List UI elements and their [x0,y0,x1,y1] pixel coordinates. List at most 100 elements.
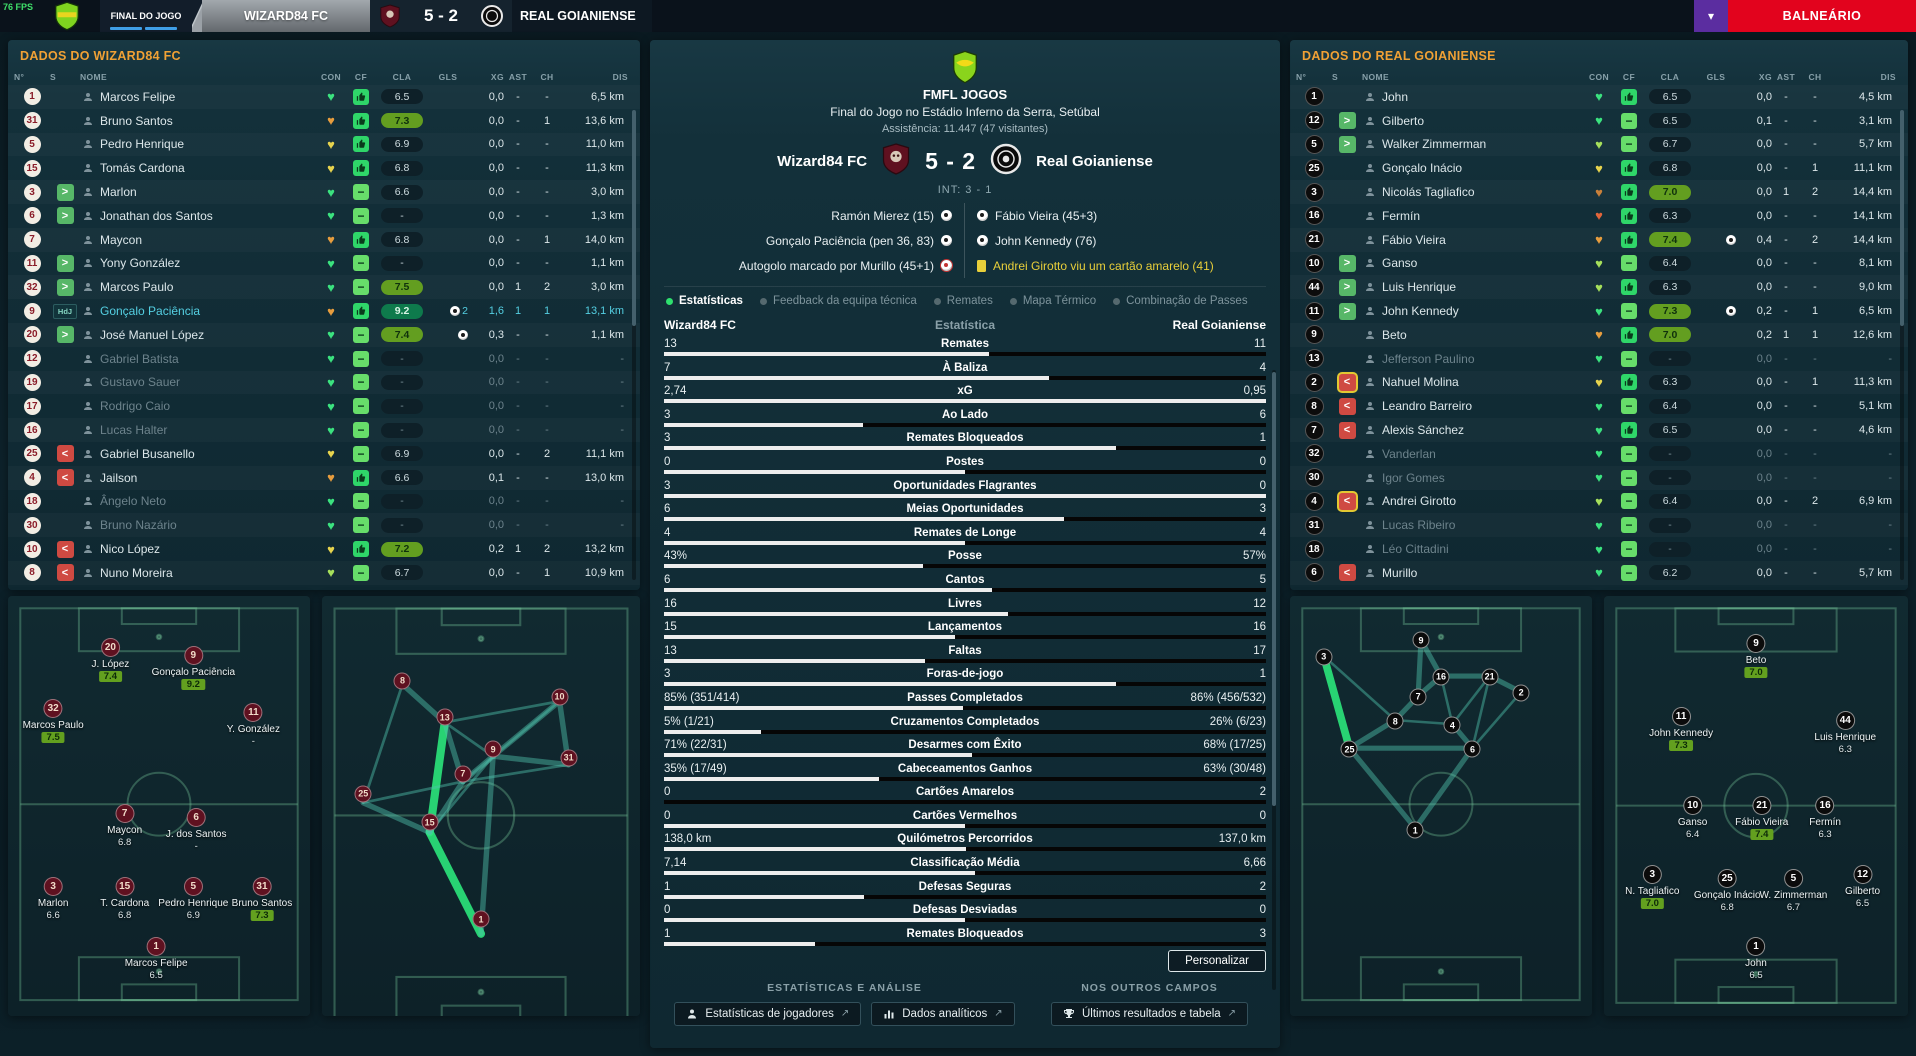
formation-player[interactable]: 11 John Kennedy 7.3 [1649,707,1713,752]
player-row[interactable]: 1 John ♥ 6.5 0,0- -4,5 km [1290,85,1908,109]
player-row[interactable]: 9 HdJ Gonçalo Paciência ♥ 9.2 2 1,6 1 1 13,1 km [8,299,640,323]
player-row[interactable]: 8 < Nuno Moreira ♥ −6.7 0,0- 1 10,9 km [8,561,640,585]
player-row[interactable]: 10 < Nico López ♥ 7.2 0,2 1 2 13,2 km [8,537,640,561]
network-player-node[interactable]: 9 [484,740,502,758]
player-row[interactable]: 5 > Walker Zimmerman ♥ −6.7 0,0- -5,7 km [1290,133,1908,157]
player-row[interactable]: 25 Gonçalo Inácio ♥ 6.8 0,0- 1 11,1 km [1290,156,1908,180]
player-row[interactable]: 31 Bruno Santos ♥ 7.3 0,0- 1 13,6 km [8,109,640,133]
away-team-name[interactable]: Real Goianiense [1036,153,1153,170]
network-player-node[interactable]: 8 [393,672,411,690]
player-row[interactable]: 31 Lucas Ribeiro ♥ − -0,0- - - [1290,513,1908,537]
network-player-node[interactable]: 9 [1412,631,1430,649]
player-row[interactable]: 10 > Ganso ♥ −6.4 0,0- -8,1 km [1290,252,1908,276]
player-row[interactable]: 18 Léo Cittadini ♥ − -0,0- - - [1290,537,1908,561]
tab-remates[interactable]: Remates [933,295,993,307]
formation-player[interactable]: 10 Ganso 6.4 [1678,795,1707,840]
tab-mapa-t-rmico[interactable]: Mapa Térmico [1009,295,1096,307]
network-player-node[interactable]: 21 [1481,668,1499,686]
formation-player[interactable]: 1 John 6.5 [1745,937,1767,981]
formation-player[interactable]: 9 Gonçalo Paciência 9.2 [152,646,235,691]
player-row[interactable]: 32 Vanderlan ♥ − -0,0- - - [1290,442,1908,466]
network-player-node[interactable]: 25 [1340,740,1358,758]
network-player-node[interactable]: 25 [354,785,372,803]
home-team-header[interactable]: WIZARD84 FC [202,0,370,32]
formation-player[interactable]: 44 Luis Henrique 6.3 [1814,711,1876,755]
formation-player[interactable]: 3 N. Tagliafico 7.0 [1625,864,1679,909]
scrollbar[interactable] [1272,370,1276,990]
player-row[interactable]: 6 < Murillo ♥ −6.2 0,0- -5,7 km [1290,561,1908,585]
player-row[interactable]: 2 < Nahuel Molina ♥ 6.3 0,0- 1 11,3 km [1290,371,1908,395]
player-row[interactable]: 3 Nicolás Tagliafico ♥ 7.0 0,0 1 2 14,4 km [1290,180,1908,204]
match-status-tab[interactable]: FINAL DO JOGO [100,0,192,32]
network-player-node[interactable]: 7 [454,765,472,783]
player-row[interactable]: 9 Beto ♥ 7.0 0,2 1 1 12,6 km [1290,323,1908,347]
player-row[interactable]: 12 > Gilberto ♥ −6.5 0,1- -3,1 km [1290,109,1908,133]
network-player-node[interactable]: 16 [1432,668,1450,686]
formation-player[interactable]: 5 Pedro Henrique 6.9 [158,876,228,921]
personalizar-button[interactable]: Personalizar [1168,949,1266,972]
network-player-node[interactable]: 15 [421,813,439,831]
player-row[interactable]: 16 Fermín ♥ 6.3 0,0- -14,1 km [1290,204,1908,228]
formation-player[interactable]: 11 Y. González - [227,703,280,747]
-ltimos-resultados-e-tabela-button[interactable]: Últimos resultados e tabela ↗ [1050,1001,1249,1026]
network-player-node[interactable]: 10 [551,688,569,706]
formation-player[interactable]: 5 W. Zimmerman 6.7 [1760,868,1827,913]
formation-player[interactable]: 31 Bruno Santos 7.3 [232,876,292,921]
formation-player[interactable]: 20 J. López 7.4 [91,638,129,683]
player-row[interactable]: 21 Fábio Vieira ♥ 7.4 0,4- 2 14,4 km [1290,228,1908,252]
player-row[interactable]: 6 > Jonathan dos Santos ♥ − -0,0- -1,3 km [8,204,640,228]
network-player-node[interactable]: 2 [1512,684,1530,702]
player-row[interactable]: 4 < Andrei Girotto ♥ −6.4 0,0- 2 6,9 km [1290,490,1908,514]
player-row[interactable]: 19 Gustavo Sauer ♥ − -0,0- - - [8,371,640,395]
network-player-node[interactable]: 7 [1409,688,1427,706]
player-row[interactable]: 15 Tomás Cardona ♥ 6.8 0,0- -11,3 km [8,156,640,180]
player-row[interactable]: 8 < Leandro Barreiro ♥ −6.4 0,0- -5,1 km [1290,394,1908,418]
network-player-node[interactable]: 1 [472,910,490,928]
player-row[interactable]: 7 Maycon ♥ 6.8 0,0- 1 14,0 km [8,228,640,252]
player-row[interactable]: 32 > Marcos Paulo ♥ −7.5 0,0 1 2 3,0 km [8,275,640,299]
tab-combina-o-de-passes[interactable]: Combinação de Passes [1113,295,1248,307]
estat-sticas-de-jogadores-button[interactable]: Estatísticas de jogadores ↗ [674,1001,862,1026]
scrollbar[interactable] [1900,110,1904,580]
formation-player[interactable]: 21 Fábio Vieira 7.4 [1735,795,1788,840]
player-row[interactable]: 20 > José Manuel López ♥ −7.4 0,3- -1,1 km [8,323,640,347]
player-row[interactable]: 11 > John Kennedy ♥ −7.3 0,2- 1 6,5 km [1290,299,1908,323]
player-row[interactable]: 25 < Gabriel Busanello ♥ −6.9 0,0- 2 11,1 km [8,442,640,466]
formation-player[interactable]: 9 Beto 7.0 [1744,634,1768,679]
player-row[interactable]: 13 Jefferson Paulino ♥ − -0,0- - - [1290,347,1908,371]
dados-anal-ticos-button[interactable]: Dados analíticos ↗ [871,1001,1015,1026]
tab-estat-sticas[interactable]: Estatísticas [666,295,743,307]
player-row[interactable]: 3 > Marlon ♥ −6.6 0,0- -3,0 km [8,180,640,204]
network-player-node[interactable]: 3 [1315,648,1333,666]
player-row[interactable]: 1 Marcos Felipe ♥ 6.5 0,0- -6,5 km [8,85,640,109]
player-row[interactable]: 44 > Luis Henrique ♥ 6.3 0,0- -9,0 km [1290,275,1908,299]
formation-player[interactable]: 1 Marcos Felipe 6.5 [125,937,188,981]
formation-player[interactable]: 7 Maycon 6.8 [107,804,142,848]
player-row[interactable]: 12 Gabriel Batista ♥ − -0,0- - - [8,347,640,371]
player-row[interactable]: 5 Pedro Henrique ♥ 6.9 0,0- -11,0 km [8,133,640,157]
player-row[interactable]: 30 Igor Gomes ♥ − -0,0- - - [1290,466,1908,490]
network-player-node[interactable]: 8 [1386,712,1404,730]
network-player-node[interactable]: 1 [1406,821,1424,839]
player-row[interactable]: 4 < Jailson ♥ 6.6 0,1- -13,0 km [8,466,640,490]
player-row[interactable]: 30 Bruno Nazário ♥ − -0,0- - - [8,513,640,537]
formation-player[interactable]: 15 T. Cardona 6.8 [100,876,149,921]
home-team-name[interactable]: Wizard84 FC [777,153,868,170]
player-row[interactable]: 7 < Alexis Sánchez ♥ 6.5 0,0- -4,6 km [1290,418,1908,442]
formation-player[interactable]: 3 Marlon 6.6 [38,876,68,921]
tab-feedback-da-equipa-t-cnica[interactable]: Feedback da equipa técnica [759,295,917,307]
player-row[interactable]: 17 Rodrigo Caio ♥ − -0,0- - - [8,394,640,418]
formation-player[interactable]: 12 Gilberto 6.5 [1845,864,1880,909]
chevron-down-button[interactable]: ▾ [1694,0,1728,32]
player-row[interactable]: 18 Ângelo Neto ♥ − -0,0- - - [8,490,640,514]
player-row[interactable]: 16 Lucas Halter ♥ − -0,0- - - [8,418,640,442]
away-team-header[interactable]: REAL GOIANIENSE [512,0,652,32]
network-player-node[interactable]: 31 [560,749,578,767]
formation-player[interactable]: 16 Fermín 6.3 [1809,795,1841,840]
formation-player[interactable]: 6 J. dos Santos - [166,808,226,852]
balneario-button[interactable]: BALNEÁRIO [1728,0,1916,32]
formation-player[interactable]: 32 Marcos Paulo 7.5 [23,699,84,743]
network-player-node[interactable]: 6 [1463,740,1481,758]
network-player-node[interactable]: 4 [1443,716,1461,734]
player-row[interactable]: 11 > Yony González ♥ − -0,0- -1,1 km [8,252,640,276]
